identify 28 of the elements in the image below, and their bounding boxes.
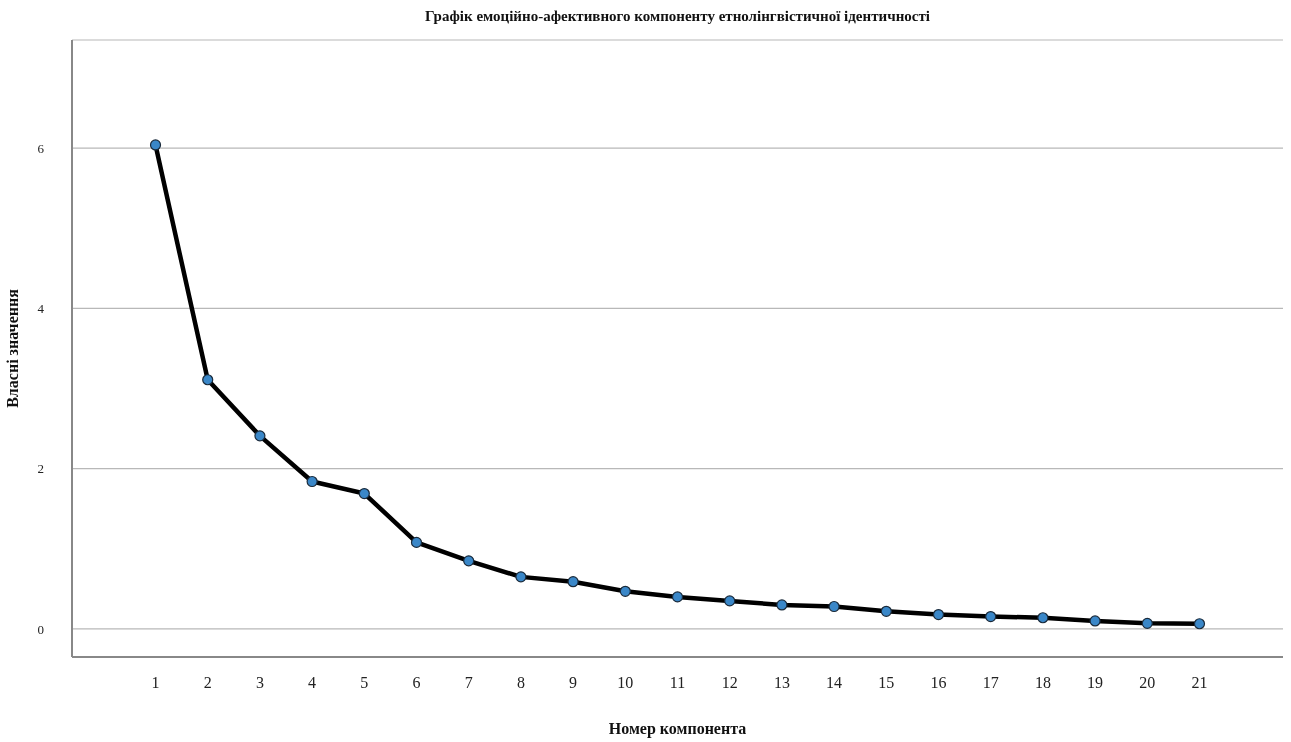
x-tick-label: 20 — [1139, 674, 1156, 692]
x-tick-label: 10 — [617, 674, 634, 692]
x-tick-label: 8 — [516, 674, 525, 692]
x-tick-label: 17 — [982, 674, 999, 692]
x-tick-label: 4 — [308, 674, 317, 692]
x-tick-label: 18 — [1034, 674, 1051, 692]
x-tick-label: 16 — [930, 674, 947, 692]
x-tick-label: 6 — [412, 674, 421, 692]
x-tick-label: 12 — [721, 674, 738, 692]
x-tick-label: 2 — [203, 674, 212, 692]
y-tick-label: 2 — [37, 461, 44, 477]
x-tick-label: 7 — [464, 674, 473, 692]
x-axis-title: Номер компонента — [608, 720, 747, 738]
x-tick-label: 11 — [669, 674, 686, 692]
y-tick-label: 0 — [37, 621, 44, 637]
x-tick-label: 3 — [255, 674, 264, 692]
x-tick-label: 19 — [1087, 674, 1104, 692]
y-tick-label: 6 — [37, 140, 45, 156]
x-tick-label: 15 — [878, 674, 895, 692]
y-tick-label: 4 — [37, 301, 45, 317]
x-tick-label: 9 — [569, 674, 578, 692]
y-axis-title: Власні значення — [3, 288, 21, 408]
x-tick-label: 21 — [1191, 674, 1208, 692]
x-tick-label: 14 — [826, 674, 843, 692]
chart-title: Графік емоційно-афективного компоненту етнолінгвістичної ідентичності — [424, 8, 931, 25]
x-tick-label: 5 — [360, 674, 369, 692]
x-tick-label: 1 — [151, 674, 160, 692]
x-tick-label: 13 — [773, 674, 790, 692]
